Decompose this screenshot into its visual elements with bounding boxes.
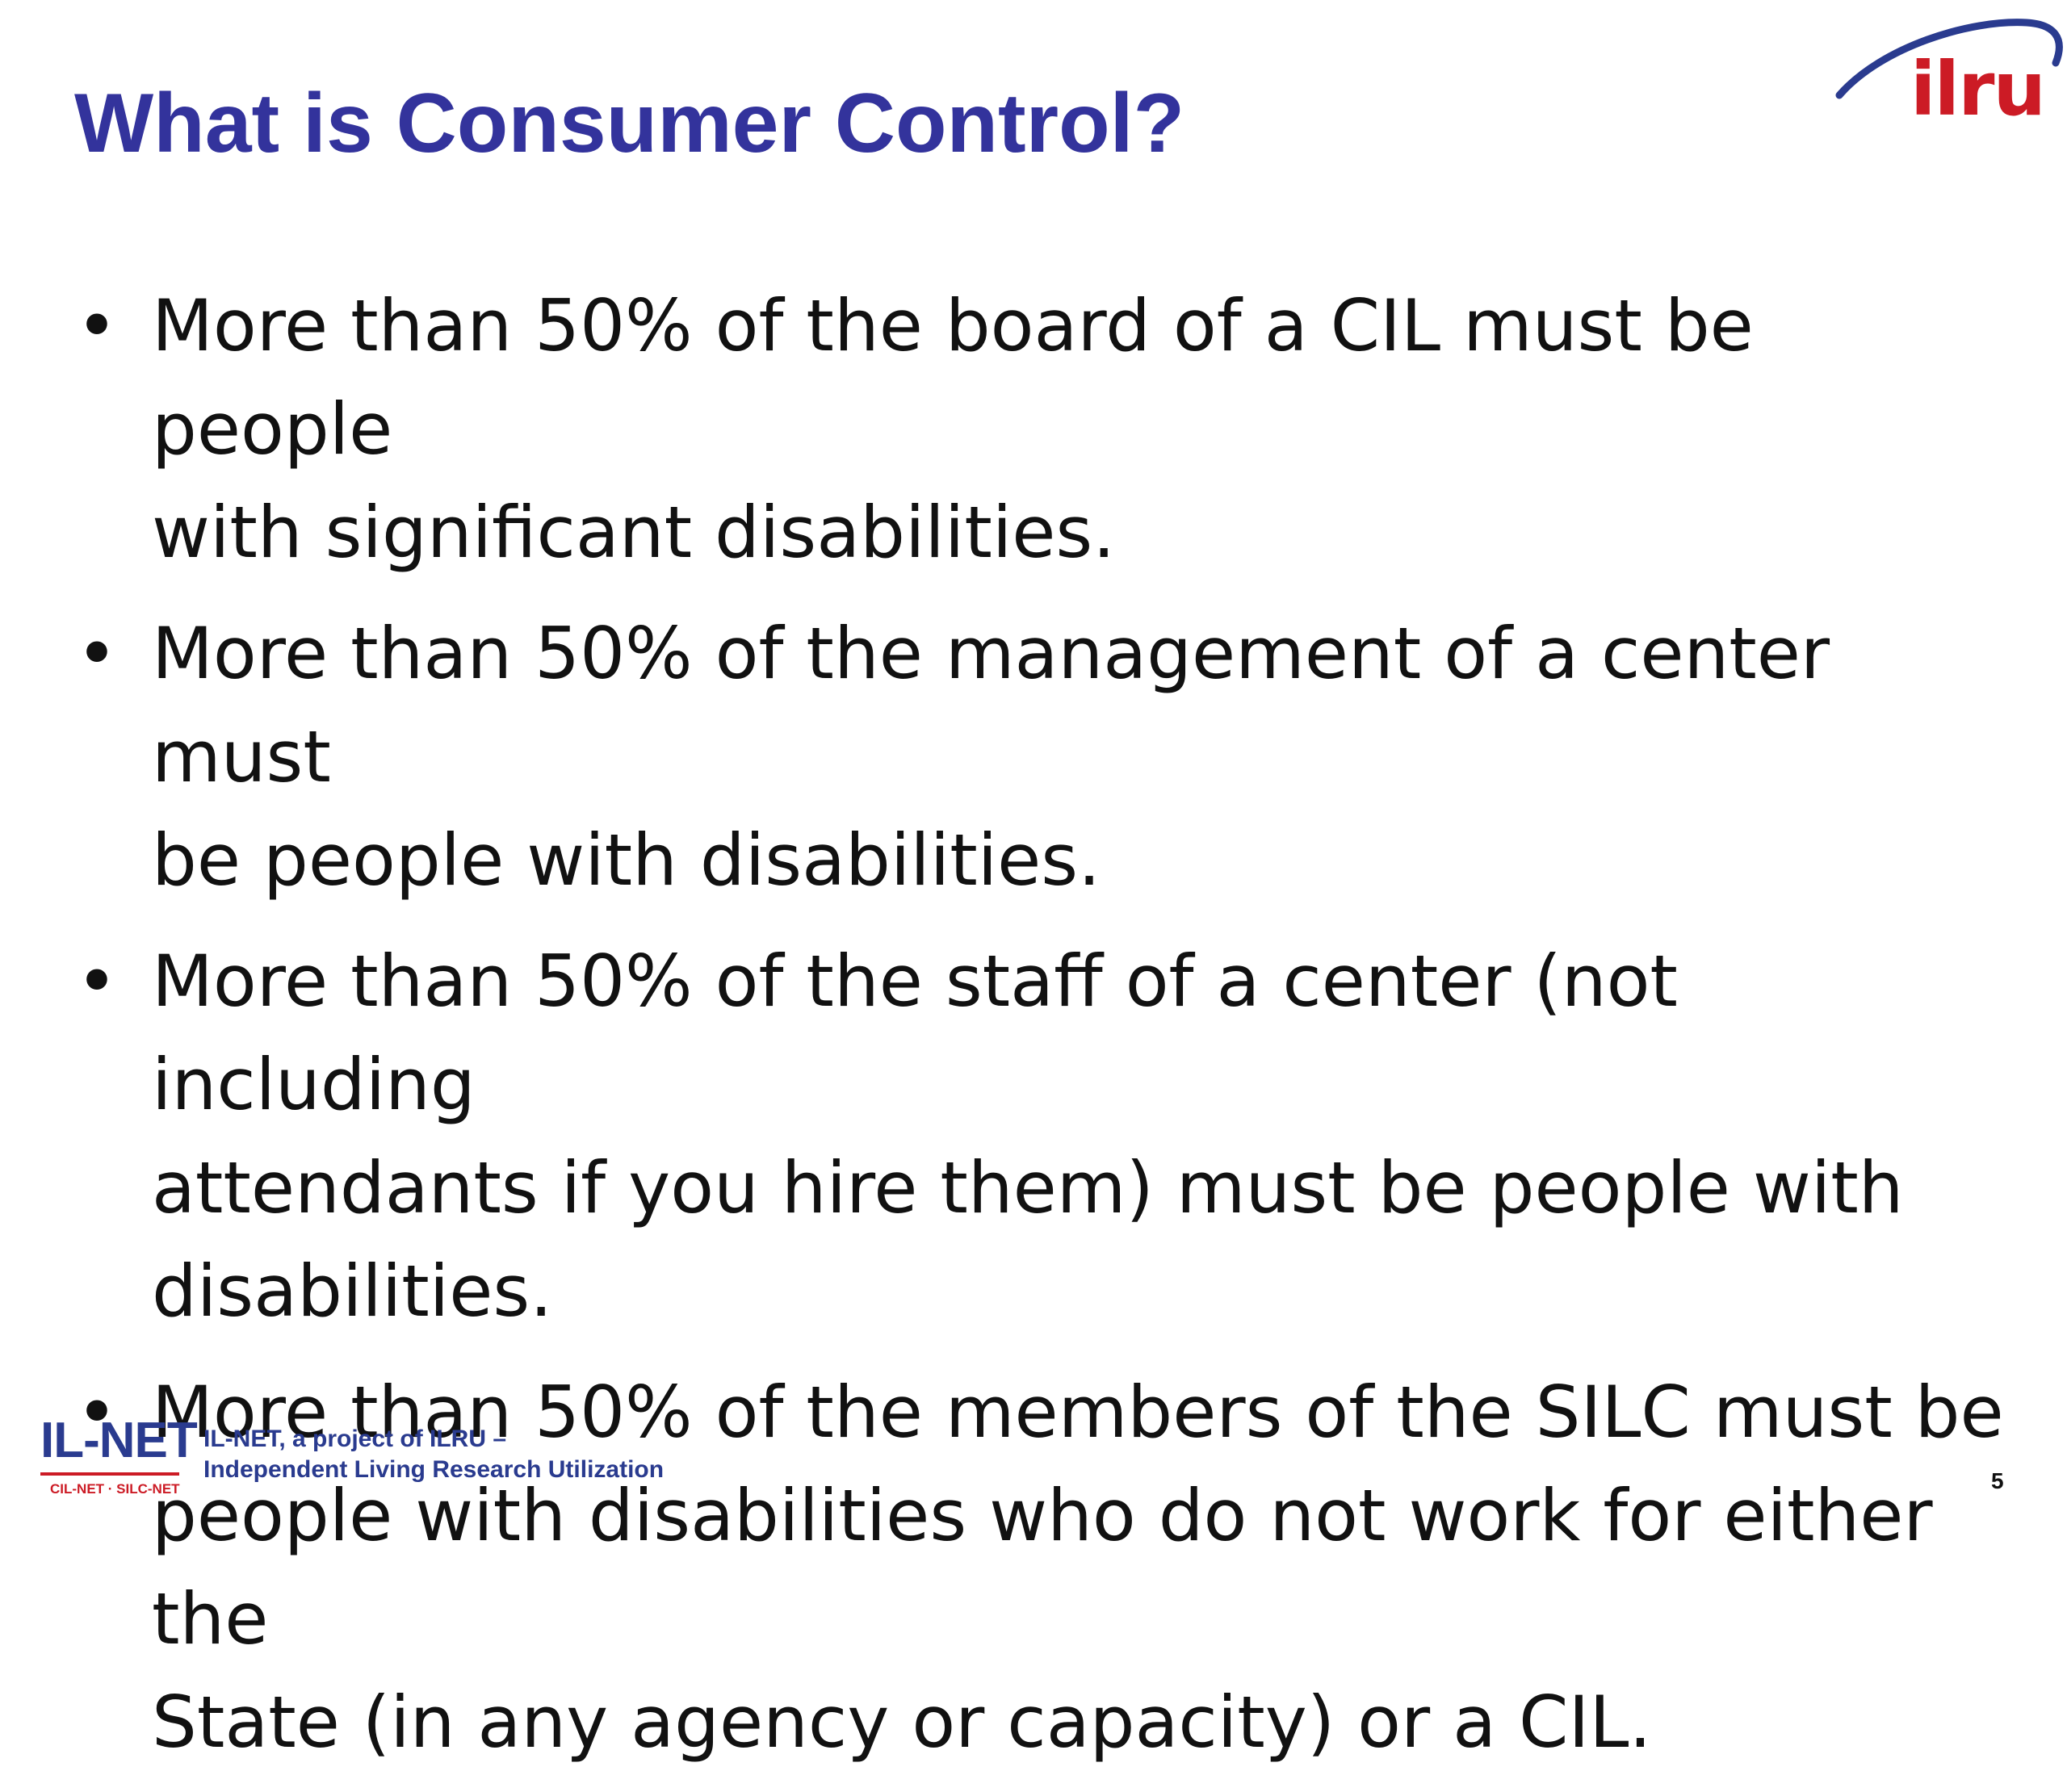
bullet-item: • More than 50% of the members of the SI… (74, 1361, 2012, 1774)
slide-title: What is Consumer Control? (74, 77, 1185, 170)
bullet-item: • More than 50% of the staff of a center… (74, 930, 2012, 1343)
ilru-logo: ilru (1833, 15, 2067, 144)
il-net-logo-divider (40, 1472, 179, 1476)
bullet-item: • More than 50% of the board of a CIL mu… (74, 274, 2012, 584)
bullet-line: State (in any agency or capacity) or a C… (152, 1681, 1652, 1764)
logo-wordmark: ilru (1910, 46, 2046, 132)
il-net-logo-sub: CIL-NET · SILC-NET (50, 1481, 180, 1497)
il-net-logo-main: IL-NET (40, 1413, 198, 1468)
bullet-icon: • (76, 284, 118, 367)
bullet-icon: • (76, 612, 118, 695)
bullet-line: be people with disabilities. (152, 819, 1101, 902)
footer-credit-line: IL-NET, a project of ILRU – (203, 1426, 507, 1452)
page-number: 5 (1991, 1468, 2004, 1493)
bullet-line: More than 50% of the board of a CIL must… (152, 284, 1754, 471)
bullet-line: attendants if you hire them) must be peo… (152, 1146, 1904, 1229)
il-net-logo: IL-NET CIL-NET · SILC-NET (40, 1413, 198, 1501)
bullet-list: • More than 50% of the board of a CIL mu… (74, 274, 2012, 1792)
bullet-line: More than 50% of the members of the SILC… (152, 1371, 2004, 1454)
footer-credit: IL-NET, a project of ILRU – Independent … (203, 1424, 664, 1485)
footer-credit-line: Independent Living Research Utilization (203, 1456, 665, 1483)
bullet-line: More than 50% of the staff of a center (… (152, 940, 1678, 1126)
slide: What is Consumer Control? ilru • More th… (40, 15, 2067, 1764)
bullet-line: disabilities. (152, 1250, 553, 1333)
logo-swoosh-icon (1835, 19, 2063, 99)
bullet-line: with significant disabilities. (152, 491, 1116, 574)
bullet-icon: • (76, 940, 118, 1023)
bullet-line: More than 50% of the management of a cen… (152, 612, 1830, 798)
bullet-icon: • (76, 1371, 118, 1454)
bullet-line: people with disabilities who do not work… (152, 1474, 1933, 1660)
bullet-item: • More than 50% of the management of a c… (74, 602, 2012, 912)
